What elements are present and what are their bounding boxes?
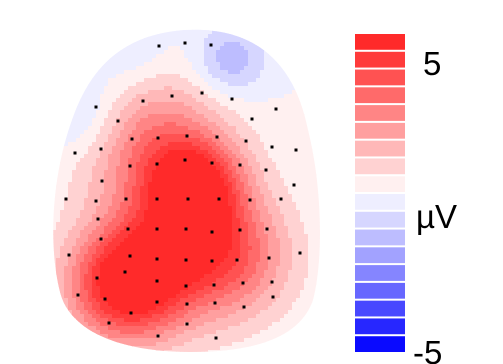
electrode-marker (99, 147, 103, 151)
electrode-marker (248, 198, 252, 202)
electrode-marker (94, 105, 98, 109)
electrode-marker (155, 279, 159, 283)
electrode-marker (107, 321, 111, 325)
electrode-marker (126, 227, 130, 231)
electrode-marker (210, 161, 214, 165)
electrode-marker (155, 162, 159, 166)
electrode-marker (274, 107, 278, 111)
electrode-marker (265, 227, 269, 231)
electrode-marker (267, 256, 271, 260)
electrode-marker (238, 163, 242, 167)
colorbar-level (355, 318, 405, 335)
electrode-marker (279, 197, 283, 201)
electrode-marker (116, 119, 120, 123)
electrode-marker (241, 281, 245, 285)
electrode-marker (155, 300, 159, 304)
electrode-marker (213, 301, 217, 305)
colorbar-level (355, 87, 405, 104)
electrode-marker (184, 284, 188, 288)
electrode-marker (184, 227, 188, 231)
electrode-marker (215, 135, 219, 139)
colorbar-level (355, 34, 405, 50)
electrode-marker (130, 137, 134, 141)
electrode-marker (185, 134, 189, 138)
electrode-marker (292, 183, 296, 187)
electrode-marker (128, 254, 132, 258)
electrode-marker (212, 283, 216, 287)
colorbar-level (355, 336, 405, 352)
electrode-marker (96, 217, 100, 221)
electrode-marker (183, 158, 187, 162)
electrode-marker (94, 199, 98, 203)
colorbar-level (355, 300, 405, 317)
electrode-marker (214, 336, 218, 340)
electrode-marker (67, 253, 71, 257)
electrode-marker (270, 280, 274, 284)
colorbar-level (355, 176, 405, 192)
colorbar-level (355, 122, 405, 139)
electrode-marker (217, 197, 221, 201)
electrode-marker (270, 145, 274, 149)
electrode-marker (64, 197, 68, 201)
electrode-marker (298, 251, 302, 255)
electrode-marker (200, 91, 204, 95)
electrode-marker (155, 257, 159, 261)
electrode-markers (64, 41, 302, 340)
electrode-marker (141, 99, 145, 103)
electrode-marker (100, 179, 104, 183)
electrode-marker (210, 259, 214, 263)
electrode-marker (250, 117, 254, 121)
colorbar-level (355, 282, 405, 299)
unit-label: µV (416, 198, 457, 235)
electrode-marker (123, 270, 127, 274)
electrode-marker (95, 276, 99, 280)
electrode-marker (73, 151, 77, 155)
electrode-marker (264, 168, 268, 172)
electrode-marker (210, 230, 214, 234)
colorbar-level (355, 105, 405, 121)
colorbar-level (355, 229, 405, 246)
electrode-marker (156, 334, 160, 338)
electrode-marker (184, 258, 188, 262)
colorbar-level (355, 140, 405, 157)
electrode-marker (294, 148, 298, 152)
electrode-marker (155, 197, 159, 201)
colorbar-level (355, 51, 405, 68)
colorbar-level (355, 69, 405, 86)
electrode-marker (244, 139, 248, 143)
electrode-marker (76, 293, 80, 297)
electrode-marker (183, 41, 187, 45)
colorbar-level (355, 247, 405, 264)
electrode-marker (186, 197, 190, 201)
colorbar-level (355, 265, 405, 281)
colorbar-level (355, 211, 405, 228)
electrode-marker (170, 94, 174, 98)
electrode-marker (185, 322, 189, 326)
colorbar-level (355, 158, 405, 175)
electrode-marker (238, 228, 242, 232)
electrode-marker (128, 164, 132, 168)
electrode-marker (157, 44, 161, 48)
colorbar (355, 34, 405, 352)
electrode-marker (103, 297, 107, 301)
electrode-marker (242, 305, 246, 309)
electrode-marker (124, 197, 128, 201)
colorbar-min-label: -5 (413, 334, 442, 364)
electrode-marker (99, 237, 103, 241)
electrode-marker (235, 258, 239, 262)
electrode-marker (209, 43, 213, 47)
colorbar-level (355, 194, 405, 210)
colorbar-max-label: 5 (423, 45, 441, 82)
electrode-marker (230, 97, 234, 101)
electrode-marker (129, 311, 133, 315)
scalp-potential-map (53, 29, 320, 353)
electrode-marker (155, 227, 159, 231)
electrode-marker (156, 136, 160, 140)
electrode-marker (185, 302, 189, 306)
electrode-marker (271, 295, 275, 299)
